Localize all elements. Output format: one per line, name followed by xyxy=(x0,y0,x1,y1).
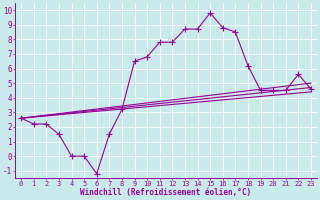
X-axis label: Windchill (Refroidissement éolien,°C): Windchill (Refroidissement éolien,°C) xyxy=(80,188,252,197)
